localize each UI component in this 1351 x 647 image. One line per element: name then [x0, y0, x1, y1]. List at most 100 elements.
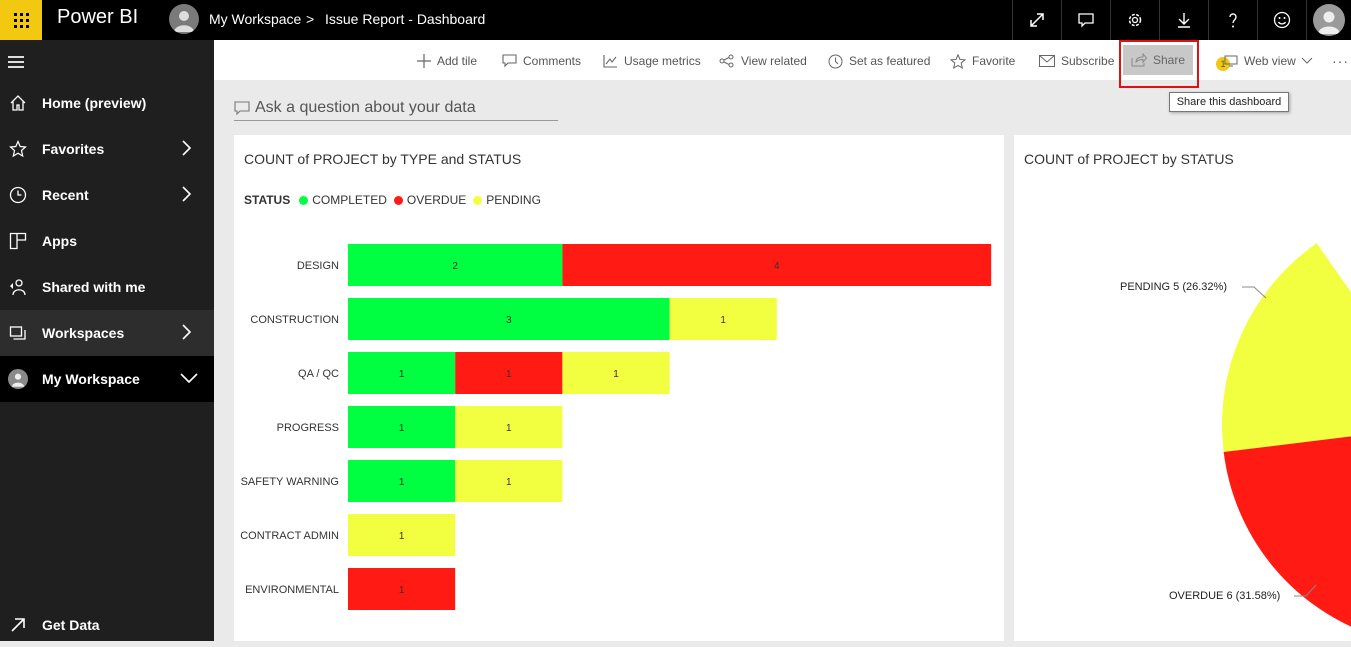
feedback-smiley-icon[interactable]: [1257, 0, 1306, 40]
favorite-button[interactable]: Favorite: [950, 51, 1015, 71]
sidebar-item-label: Favorites: [42, 141, 105, 157]
pie-slice-overdue: [1223, 436, 1351, 627]
bar-data-label: 1: [613, 369, 619, 380]
add-tile-button[interactable]: Add tile: [417, 51, 477, 71]
more-options-button[interactable]: ···: [1332, 53, 1349, 69]
view-related-label: View related: [741, 54, 807, 68]
web-view-label: Web view: [1244, 54, 1296, 68]
workspace-avatar-icon: [169, 4, 199, 34]
share-button[interactable]: Share: [1123, 45, 1193, 75]
sidebar-item-workspaces[interactable]: Workspaces: [0, 310, 214, 356]
subscribe-button[interactable]: Subscribe: [1039, 51, 1114, 71]
bar-chart-tile[interactable]: COUNT of PROJECT by TYPE and STATUS STAT…: [234, 135, 1004, 641]
share-highlight-box: [1119, 40, 1199, 88]
comments-button[interactable]: Comments: [502, 51, 581, 71]
category-label: PROGRESS: [277, 422, 339, 434]
bar-segment: [562, 244, 992, 286]
pie-chart-tile[interactable]: COUNT of PROJECT by STATUS PENDING 5 (26…: [1014, 135, 1351, 641]
share-tooltip: Share this dashboard: [1169, 92, 1289, 112]
help-icon[interactable]: [1208, 0, 1257, 40]
pie-leader-overdue: [1294, 584, 1317, 597]
featured-icon: [828, 54, 843, 68]
pie-leader-pending: [1242, 286, 1267, 299]
bar-segment: [348, 352, 456, 394]
web-view-dropdown[interactable]: Web view: [1224, 51, 1319, 71]
bar-segment: [348, 568, 456, 610]
category-label: QA / QC: [298, 368, 339, 380]
legend-dot-completed: [299, 195, 309, 205]
sidebar-item-recent[interactable]: Recent: [0, 172, 214, 218]
app-launcher-icon[interactable]: [0, 0, 42, 40]
star-icon: [950, 53, 966, 69]
view-related-button[interactable]: View related: [719, 51, 807, 71]
bar-data-label: 1: [399, 477, 405, 488]
chevron-right-icon[interactable]: [180, 323, 192, 343]
usage-metrics-button[interactable]: Usage metrics: [603, 51, 701, 71]
bar-segment: [348, 514, 456, 556]
category-label: ENVIRONMENTAL: [245, 584, 339, 596]
breadcrumb-page[interactable]: Issue Report - Dashboard: [325, 11, 486, 27]
bar-segment: [455, 352, 563, 394]
chevron-right-icon[interactable]: [180, 185, 192, 205]
legend-item-overdue: OVERDUE: [393, 193, 466, 207]
comment-icon: [502, 54, 517, 68]
plus-icon: [417, 54, 431, 68]
sidebar-item-apps[interactable]: Apps: [0, 218, 214, 264]
chevron-right-icon[interactable]: [180, 139, 192, 159]
set-as-featured-label: Set as featured: [849, 54, 931, 68]
left-nav: Home (preview) Favorites Recent Apps Sha…: [0, 40, 214, 641]
bar-data-label: 1: [506, 369, 512, 380]
apps-icon: [8, 231, 28, 251]
hamburger-menu-icon[interactable]: [8, 56, 24, 71]
breadcrumb-separator: >: [306, 11, 315, 27]
get-data-button[interactable]: Get Data: [0, 603, 214, 647]
workspaces-icon: [8, 323, 28, 343]
chevron-down-icon[interactable]: [180, 371, 198, 387]
usage-metrics-label: Usage metrics: [624, 54, 701, 68]
download-icon[interactable]: [1159, 0, 1208, 40]
category-label: DESIGN: [297, 260, 339, 272]
bar-data-label: 4: [774, 261, 780, 272]
clock-icon: [8, 185, 28, 205]
account-avatar-icon[interactable]: [1306, 0, 1351, 40]
category-label: CONTRACT ADMIN: [240, 530, 339, 542]
legend-item-completed: COMPLETED: [298, 193, 387, 207]
shared-icon: [8, 277, 28, 297]
bar-segment: [669, 298, 777, 340]
sidebar-item-label: Shared with me: [42, 279, 146, 295]
sidebar-item-label: Apps: [42, 233, 77, 249]
line-chart-icon: [603, 55, 617, 68]
legend-title: STATUS: [244, 193, 291, 207]
qna-input[interactable]: Ask a question about your data: [234, 95, 558, 121]
settings-icon[interactable]: [1110, 0, 1159, 40]
home-icon: [8, 93, 28, 113]
favorite-label: Favorite: [972, 54, 1016, 68]
share-label: Share: [1152, 53, 1186, 67]
bar-segment: [348, 298, 670, 340]
fullscreen-icon[interactable]: [1012, 0, 1061, 40]
bar-segment: [562, 352, 670, 394]
get-data-label: Get Data: [42, 617, 100, 633]
bar-segment: [348, 406, 456, 448]
category-label: SAFETY WARNING: [241, 476, 339, 488]
breadcrumb-workspace[interactable]: My Workspace: [209, 11, 302, 27]
avatar-icon: [8, 369, 28, 389]
sidebar-item-favorites[interactable]: Favorites: [0, 126, 214, 172]
legend-label-overdue: OVERDUE: [406, 193, 467, 207]
pie-label-pending: PENDING 5 (26.32%): [1120, 281, 1227, 293]
sidebar-item-label: Workspaces: [42, 325, 125, 341]
bar-segment: [455, 460, 563, 502]
legend-label-completed: COMPLETED: [312, 193, 387, 207]
brand-title[interactable]: Power BI: [57, 6, 139, 28]
comment-icon[interactable]: [1061, 0, 1110, 40]
set-as-featured-button[interactable]: Set as featured: [828, 51, 930, 71]
sidebar-item-my-workspace[interactable]: My Workspace: [0, 356, 214, 402]
legend-dot-overdue: [393, 195, 403, 205]
legend-item-pending: PENDING: [472, 193, 541, 207]
arrow-up-right-icon: [8, 615, 28, 635]
sidebar-item-shared[interactable]: Shared with me: [0, 264, 214, 310]
star-icon: [8, 139, 28, 159]
bar-data-label: 3: [506, 315, 512, 326]
sidebar-item-home[interactable]: Home (preview): [0, 80, 214, 126]
related-icon: [719, 54, 734, 68]
